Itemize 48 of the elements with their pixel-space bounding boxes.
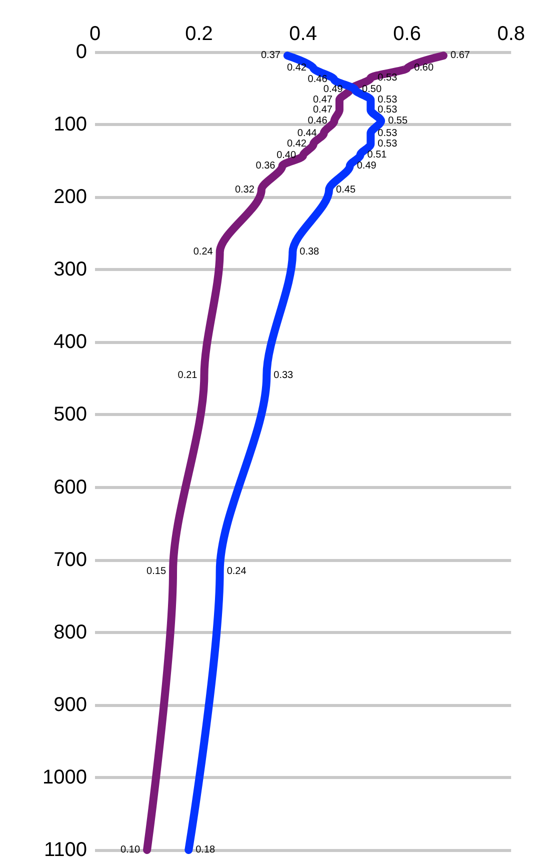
y-tick-label: 1000 xyxy=(42,766,87,788)
data-label: 0.42 xyxy=(286,62,307,74)
x-tick-label: 0.4 xyxy=(289,23,317,45)
y-tick-label: 500 xyxy=(54,404,87,426)
y-tick-label: 700 xyxy=(54,548,87,571)
data-label: 0.53 xyxy=(378,128,398,139)
data-label: 0.47 xyxy=(312,94,333,106)
x-tick-label: 0.2 xyxy=(185,23,213,45)
data-label: 0.40 xyxy=(276,150,296,162)
data-label: 0.18 xyxy=(196,844,216,856)
data-label: 0.46 xyxy=(308,74,328,86)
y-tick-label: 800 xyxy=(54,621,87,644)
data-label: 0.33 xyxy=(274,370,294,382)
data-label: 0.55 xyxy=(388,115,408,126)
y-tick-label: 400 xyxy=(54,331,87,354)
x-tick-label: 0.8 xyxy=(497,23,526,45)
data-label: 0.46 xyxy=(308,115,328,126)
data-label: 0.38 xyxy=(300,246,320,258)
y-tick-label: 900 xyxy=(54,694,87,716)
data-label: 0.32 xyxy=(234,184,255,196)
x-tick-label: 0 xyxy=(89,23,101,45)
data-label: 0.50 xyxy=(362,84,382,96)
data-label: 0.15 xyxy=(146,566,166,577)
data-label: 0.24 xyxy=(226,566,247,577)
data-label: 0.67 xyxy=(450,50,470,62)
data-label: 0.47 xyxy=(312,104,333,116)
data-label: 0.44 xyxy=(297,128,318,139)
data-label: 0.36 xyxy=(256,160,276,172)
data-label: 0.53 xyxy=(378,104,398,116)
y-tick-label: 600 xyxy=(54,476,87,498)
data-label: 0.49 xyxy=(323,84,344,96)
y-tick-label: 200 xyxy=(54,186,87,208)
data-label: 0.10 xyxy=(120,844,140,856)
data-label: 0.51 xyxy=(367,150,388,161)
data-label: 0.60 xyxy=(414,62,434,74)
y-tick-label: 0 xyxy=(76,41,87,63)
data-label: 0.24 xyxy=(193,246,214,258)
data-label: 0.45 xyxy=(336,184,356,196)
data-label: 0.37 xyxy=(260,50,281,62)
data-label: 0.49 xyxy=(356,160,377,172)
data-label: 0.53 xyxy=(378,94,398,106)
data-label: 0.53 xyxy=(378,138,398,150)
data-label: 0.42 xyxy=(286,138,307,150)
y-tick-label: 100 xyxy=(54,114,87,136)
y-tick-label: 300 xyxy=(54,258,87,281)
data-label: 0.21 xyxy=(178,370,198,382)
x-tick-label: 0.6 xyxy=(393,23,421,45)
y-tick-label: 1100 xyxy=(44,839,87,861)
